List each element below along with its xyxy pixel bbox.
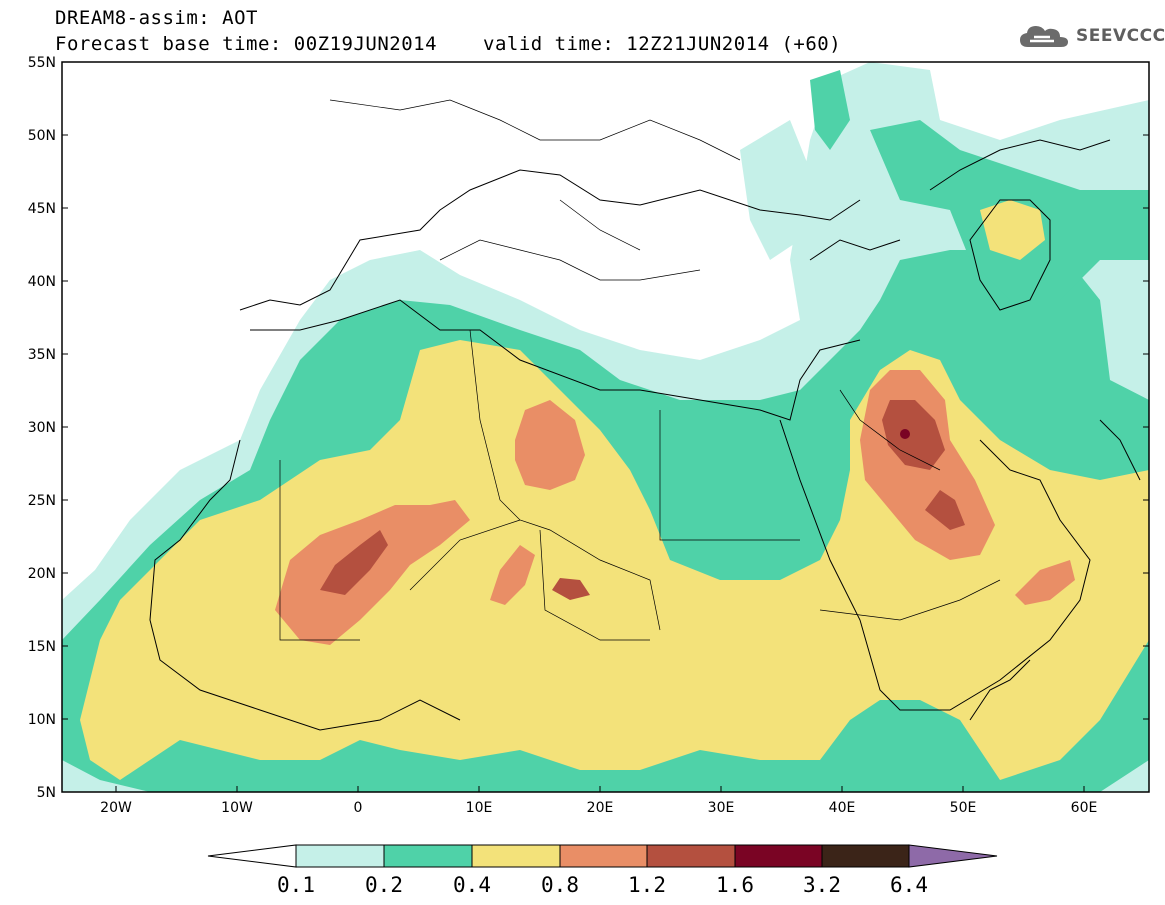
longitude-labels: 20W 10W 0 10E 20E 30E 40E 50E 60E [100, 800, 1097, 816]
colorbar-label: 1.2 [628, 873, 666, 897]
map-title: DREAM8-assim: AOT [55, 7, 258, 29]
aot-0.8-sahara-region [275, 500, 470, 645]
aot-1.2-mali-region [320, 530, 388, 595]
colorbar-label: 0.4 [453, 873, 491, 897]
lat-label: 10N [28, 712, 56, 728]
logo-text: SEEVCCC [1076, 26, 1165, 46]
lat-label: 15N [28, 639, 56, 655]
aot-0.8-libya-region [515, 400, 585, 490]
colorbar-swatch [646, 844, 736, 868]
lon-label: 30E [708, 800, 735, 816]
aot-1.6-hotspot [900, 429, 910, 439]
colorbar-swatch [295, 844, 385, 868]
colorbar-swatch [559, 844, 648, 868]
lat-label: 5N [37, 785, 56, 801]
aot-1.2-iraq-region [882, 400, 945, 470]
lat-label: 55N [28, 55, 56, 71]
aot-0.8-chad-region [490, 545, 535, 605]
lat-label: 45N [28, 201, 56, 217]
colorbar-over-triangle [908, 844, 998, 868]
lon-label: 0 [354, 800, 363, 816]
colorbar-label: 0.2 [365, 873, 403, 897]
aot-1.2-chad-region [552, 578, 590, 600]
tick-marks [62, 61, 1149, 793]
aot-0.2-ukraine-region [810, 70, 850, 150]
seevccc-logo: SEEVCCC [1018, 23, 1165, 49]
lon-label: 10E [466, 800, 493, 816]
lon-label: 60E [1071, 800, 1098, 816]
colorbar [207, 844, 998, 868]
colorbar-swatch [821, 844, 910, 868]
colorbar-label: 1.6 [716, 873, 754, 897]
lat-label: 30N [28, 420, 56, 436]
aot-1.2-arabia-south-region [925, 490, 965, 530]
lat-label: 35N [28, 347, 56, 363]
colorbar-label: 6.4 [890, 873, 928, 897]
colorbar-label: 0.1 [277, 873, 315, 897]
lat-label: 40N [28, 274, 56, 290]
forecast-base-time: Forecast base time: 00Z19JUN2014 [55, 33, 438, 55]
colorbar-under-triangle [207, 844, 297, 868]
aot-0.4-caspian-region [980, 200, 1045, 260]
aot-0.8-oman-region [1015, 560, 1075, 605]
colorbar-label: 0.8 [541, 873, 579, 897]
colorbar-swatch [471, 844, 561, 868]
valid-time: valid time: 12Z21JUN2014 (+60) [483, 33, 842, 55]
aot-fields [62, 62, 1149, 792]
lon-label: 50E [950, 800, 977, 816]
lat-label: 20N [28, 566, 56, 582]
latitude-labels: 55N 50N 45N 40N 35N 30N 25N 20N 15N 10N … [28, 55, 56, 801]
colorbar-label: 3.2 [803, 873, 841, 897]
colorbar-swatch [734, 844, 823, 868]
lon-label: 20W [100, 800, 132, 816]
country-borders [279, 99, 1001, 641]
lat-label: 50N [28, 128, 56, 144]
lon-label: 10W [221, 800, 253, 816]
lat-label: 25N [28, 493, 56, 509]
colorbar-swatch [383, 844, 473, 868]
lon-label: 20E [587, 800, 614, 816]
lon-label: 40E [829, 800, 856, 816]
cloud-icon [1020, 26, 1068, 47]
coastlines [149, 139, 1141, 731]
aot-0.1-east-region [740, 120, 810, 260]
